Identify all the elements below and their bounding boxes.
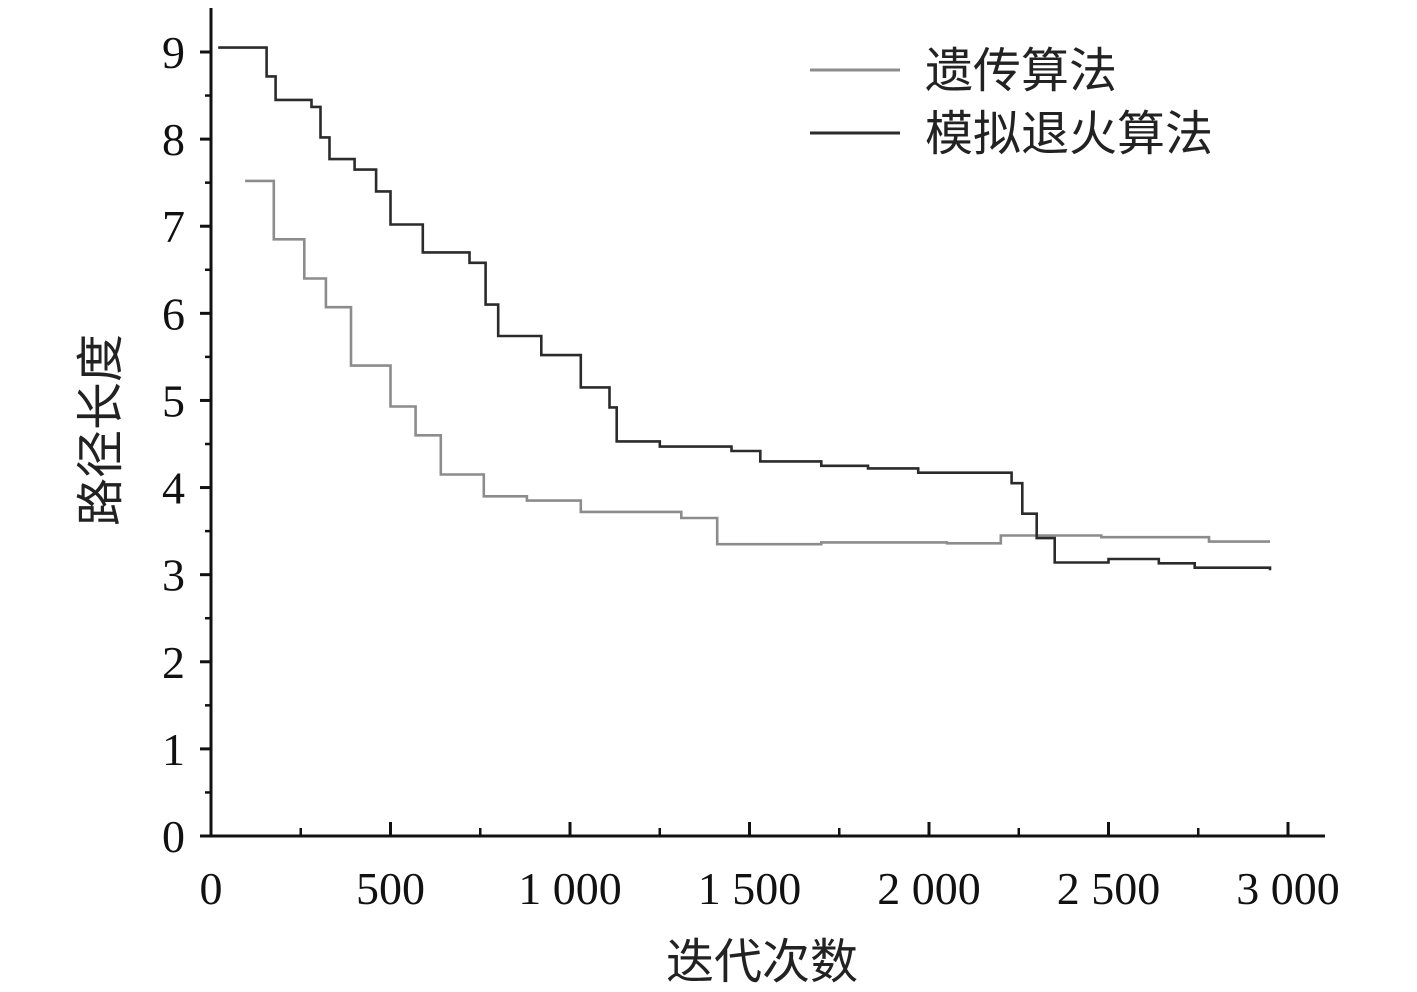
y-tick-label: 4: [162, 463, 185, 514]
legend-label-1: 遗传算法: [925, 43, 1117, 99]
x-tick-label: 0: [200, 863, 223, 914]
x-tick-label: 500: [356, 863, 425, 914]
series-lines: [218, 46, 1272, 571]
x-tick-label: 2 000: [877, 863, 981, 914]
x-tick-label: 3 000: [1236, 863, 1340, 914]
axes: [209, 8, 1325, 838]
y-tick-label: 3: [162, 550, 185, 601]
x-tick-label: 1 000: [518, 863, 622, 914]
y-tick-label: 2: [162, 637, 185, 688]
y-tick-label: 6: [162, 288, 185, 339]
series-line-1: [245, 179, 1270, 546]
y-axis-title: 路径长度: [73, 334, 129, 526]
y-tick-label: 1: [162, 724, 185, 775]
y-tick-label: 8: [162, 114, 185, 165]
x-tick-label: 1 500: [698, 863, 802, 914]
y-tick-label: 5: [162, 375, 185, 426]
legend-label-2: 模拟退火算法: [925, 106, 1213, 162]
y-tick-label: 9: [162, 27, 185, 78]
axis-ticks: 0 500 1 000 1 500 2 000 2 500 3 000 0 1 2 3 4 5 6 7 8 9: [162, 27, 1340, 914]
series-line-2: [218, 46, 1272, 571]
x-tick-label: 2 500: [1057, 863, 1161, 914]
y-tick-label: 0: [162, 811, 185, 862]
x-axis-title: 迭代次数: [666, 934, 858, 990]
y-tick-label: 7: [162, 201, 185, 252]
